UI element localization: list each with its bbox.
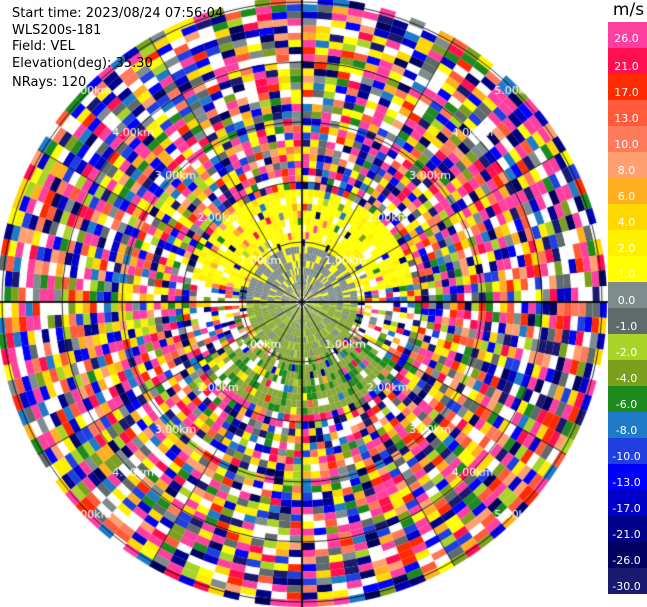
nrays-text: NRays: 120 [12, 75, 87, 90]
colorbar-level-label: 10.0 [614, 138, 639, 151]
colorbar-level: -6.0 [608, 386, 647, 412]
colorbar-level-label: -4.0 [615, 372, 638, 385]
elevation-text: Elevation(deg): 35.30 [12, 55, 153, 71]
colorbar-level-label: 17.0 [614, 86, 639, 99]
velocity-colorbar: m/s 26.0 21.0 17.0 13.0 10.0 8.0 6.0 4.0 2.0 1.0 0… [608, 0, 647, 607]
colorbar-level: 0.0 [608, 282, 647, 308]
colorbar-level: -1.0 [608, 308, 647, 334]
colorbar-level: 6.0 [608, 178, 647, 204]
colorbar-level: 13.0 [608, 100, 647, 126]
colorbar-level: 17.0 [608, 74, 647, 100]
colorbar-level: -4.0 [608, 360, 647, 386]
colorbar-unit: m/s [612, 0, 645, 20]
colorbar-level-label: 13.0 [614, 112, 639, 125]
colorbar-levels: 26.0 21.0 17.0 13.0 10.0 8.0 6.0 4.0 2.0 1.0 0.0 -1… [608, 22, 647, 594]
colorbar-level-label: 2.0 [617, 242, 636, 255]
colorbar-level-label: 0.0 [617, 294, 636, 307]
colorbar-level-label: 21.0 [614, 60, 639, 73]
colorbar-level-label: 26.0 [614, 32, 639, 45]
scan-info-panel: Start time: 2023/08/24 07:56:04 WLS200s-… [12, 6, 223, 92]
colorbar-level-label: 4.0 [617, 216, 636, 229]
colorbar-level-label: -26.0 [612, 554, 641, 567]
colorbar-level: -2.0 [608, 334, 647, 360]
colorbar-level-label: -6.0 [615, 398, 638, 411]
colorbar-level-label: -2.0 [615, 346, 638, 359]
colorbar-level: -30.0 [608, 568, 647, 594]
colorbar-level: 21.0 [608, 48, 647, 74]
colorbar-level: -17.0 [608, 490, 647, 516]
colorbar-level-label: -8.0 [615, 424, 638, 437]
colorbar-level: -10.0 [608, 438, 647, 464]
colorbar-level: 1.0 [608, 256, 647, 282]
colorbar-level: -8.0 [608, 412, 647, 438]
colorbar-level: -26.0 [608, 542, 647, 568]
colorbar-level-label: 6.0 [617, 190, 636, 203]
colorbar-level: 4.0 [608, 204, 647, 230]
field-text: Field: VEL [12, 39, 75, 54]
colorbar-level-label: -13.0 [612, 476, 641, 489]
colorbar-level-label: -17.0 [612, 502, 641, 515]
colorbar-level-label: 8.0 [617, 164, 636, 177]
colorbar-level-label: -10.0 [612, 450, 641, 463]
ppi-scan-display [0, 0, 608, 607]
start-time-text: Start time: 2023/08/24 07:56:04 [12, 6, 224, 21]
colorbar-level: 8.0 [608, 152, 647, 178]
colorbar-level-label: -30.0 [612, 580, 641, 593]
colorbar-level: -13.0 [608, 464, 647, 490]
station-text: WLS200s-181 [12, 22, 102, 38]
colorbar-level: -21.0 [608, 516, 647, 542]
colorbar-level: 26.0 [608, 22, 647, 48]
colorbar-level: 2.0 [608, 230, 647, 256]
colorbar-level: 10.0 [608, 126, 647, 152]
colorbar-level-label: -21.0 [612, 528, 641, 541]
colorbar-level-label: -1.0 [615, 320, 638, 333]
colorbar-level-label: 1.0 [617, 268, 636, 281]
